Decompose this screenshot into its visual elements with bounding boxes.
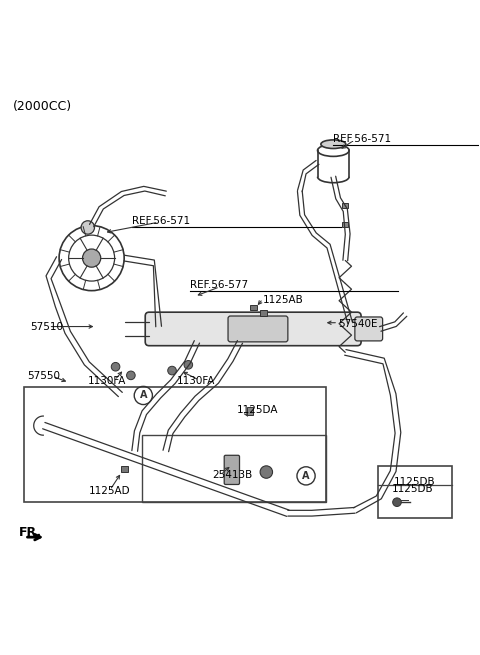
Text: FR.: FR. xyxy=(19,526,42,539)
Text: 25413B: 25413B xyxy=(212,470,252,480)
Text: 1125AB: 1125AB xyxy=(263,295,304,305)
Text: 1125DA: 1125DA xyxy=(237,405,278,415)
FancyBboxPatch shape xyxy=(224,455,240,485)
Bar xyxy=(121,466,128,472)
Circle shape xyxy=(83,249,101,267)
Circle shape xyxy=(168,366,176,375)
Text: A: A xyxy=(140,390,147,400)
Circle shape xyxy=(393,498,401,506)
Text: REF.56-571: REF.56-571 xyxy=(333,134,392,144)
FancyBboxPatch shape xyxy=(228,316,288,342)
Circle shape xyxy=(184,360,192,369)
Text: 1125AD: 1125AD xyxy=(89,486,131,496)
FancyBboxPatch shape xyxy=(145,312,361,346)
Circle shape xyxy=(81,221,95,234)
Text: 57510: 57510 xyxy=(30,322,63,331)
Text: 57550: 57550 xyxy=(27,371,60,381)
Bar xyxy=(342,202,348,208)
Circle shape xyxy=(260,466,273,478)
Text: 1130FA: 1130FA xyxy=(177,376,215,386)
Circle shape xyxy=(127,371,135,380)
Bar xyxy=(142,435,326,502)
Bar xyxy=(250,305,257,310)
Text: REF.56-571: REF.56-571 xyxy=(132,216,191,226)
Text: 1125DB: 1125DB xyxy=(392,484,434,495)
Bar xyxy=(247,407,253,415)
Bar xyxy=(24,387,326,502)
FancyBboxPatch shape xyxy=(355,317,383,341)
Text: 1130FA: 1130FA xyxy=(88,376,126,386)
Text: 1125DB: 1125DB xyxy=(394,477,435,487)
Bar xyxy=(378,466,452,517)
Text: (2000CC): (2000CC) xyxy=(12,100,72,113)
Bar xyxy=(260,310,267,316)
Bar xyxy=(342,222,348,227)
Circle shape xyxy=(111,362,120,371)
Text: REF.56-577: REF.56-577 xyxy=(190,280,248,290)
Ellipse shape xyxy=(321,140,346,149)
Text: A: A xyxy=(302,471,310,481)
Text: 57540E: 57540E xyxy=(338,319,378,329)
